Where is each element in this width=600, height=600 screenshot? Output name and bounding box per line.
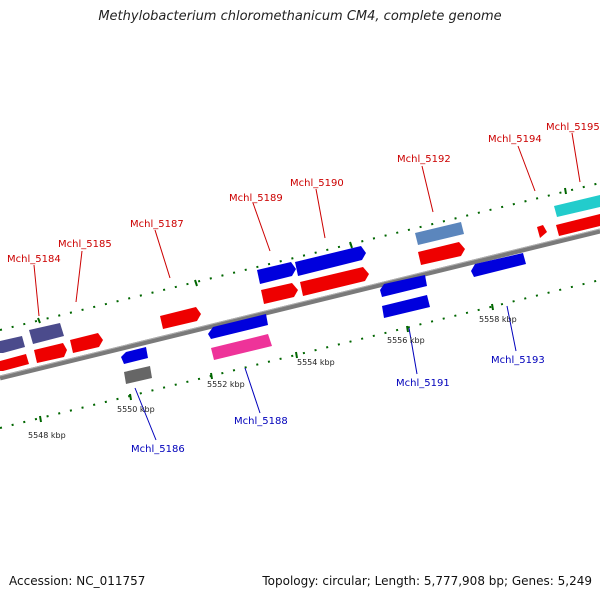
scale-tick-label: 5558 kbp (479, 315, 517, 324)
gene-feature (0, 354, 29, 371)
gene-label: Mchl_5191 (396, 378, 450, 389)
gene-label: Mchl_5192 (397, 154, 451, 165)
gene-feature (295, 246, 366, 276)
genome-backbone (0, 228, 600, 381)
gene-label: Mchl_5193 (491, 355, 545, 366)
gene-label: Mchl_5190 (290, 178, 344, 189)
gene-label: Mchl_5186 (131, 444, 185, 455)
gene-label: Mchl_5187 (130, 219, 184, 230)
gene-feature (415, 222, 464, 245)
gene-feature (537, 225, 547, 238)
gene-feature (257, 262, 296, 284)
gene-feature (34, 343, 67, 363)
gene-label: Mchl_5194 (488, 134, 542, 145)
gene-feature (261, 283, 298, 304)
gene-label: Mchl_5184 (7, 254, 61, 265)
scale-tick-label: 5550 kbp (117, 405, 155, 414)
gene-feature (554, 195, 600, 217)
gene-feature (160, 307, 201, 329)
gene-features (0, 195, 600, 384)
scale-tick-label: 5554 kbp (297, 358, 335, 367)
gene-feature (211, 334, 272, 360)
scale-tick-label: 5548 kbp (28, 431, 66, 440)
gene-feature (380, 275, 427, 297)
leader-lines (33, 132, 581, 441)
gene-label: Mchl_5185 (58, 239, 112, 250)
gene-label: Mchl_5188 (234, 416, 288, 427)
gene-feature (418, 242, 465, 265)
scale-tick-label: 5556 kbp (387, 336, 425, 345)
gene-label: Mchl_5195 (546, 122, 600, 133)
accession-text: Accession: NC_011757 (9, 574, 146, 588)
gene-feature (0, 336, 25, 353)
scale-tick-label: 5552 kbp (207, 380, 245, 389)
gene-feature (382, 295, 430, 318)
gene-feature (29, 323, 64, 344)
inner-tick-track (0, 279, 600, 429)
gene-feature (556, 214, 600, 236)
outer-tick-track (0, 182, 600, 331)
gene-feature (70, 333, 103, 353)
gene-label: Mchl_5189 (229, 193, 283, 204)
gene-feature (208, 314, 268, 339)
gene-feature (124, 366, 152, 384)
genome-summary-text: Topology: circular; Length: 5,777,908 bp… (262, 574, 592, 588)
map-title: Methylobacterium chloromethanicum CM4, c… (98, 9, 502, 24)
gene-feature (471, 253, 526, 277)
gene-feature (300, 267, 369, 296)
gene-feature (121, 347, 148, 364)
